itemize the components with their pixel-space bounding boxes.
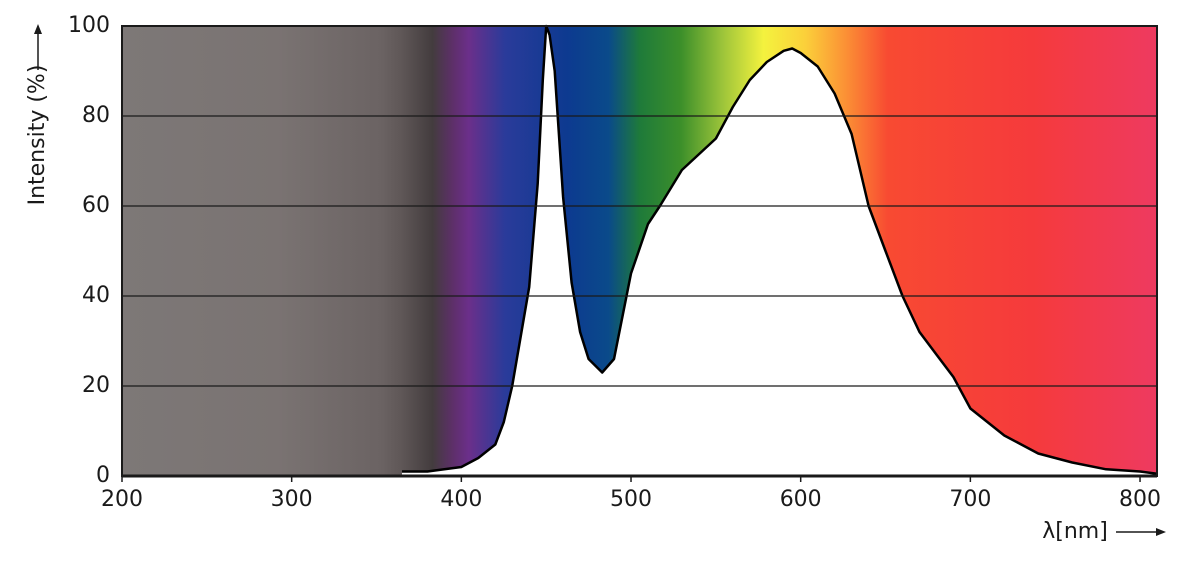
y-tick-label: 0 xyxy=(96,463,110,488)
y-tick-label: 100 xyxy=(68,13,110,38)
y-tick-label: 60 xyxy=(82,193,110,218)
x-tick-label: 500 xyxy=(610,487,652,512)
y-tick-label: 40 xyxy=(82,283,110,308)
x-tick-label: 300 xyxy=(271,487,313,512)
x-tick-label: 800 xyxy=(1119,487,1161,512)
x-tick-label: 400 xyxy=(440,487,482,512)
plot xyxy=(401,24,1158,476)
y-tick-label: 80 xyxy=(82,103,110,128)
x-tick-label: 600 xyxy=(780,487,822,512)
area-fill xyxy=(401,26,1158,476)
y-tick-label: 20 xyxy=(82,373,110,398)
x-tick-label: 700 xyxy=(949,487,991,512)
area-line xyxy=(402,24,1158,476)
x-axis-arrowhead xyxy=(1156,528,1166,536)
y-axis-title: Intensity (%) xyxy=(25,65,50,206)
x-axis-title: λ[nm] xyxy=(1042,519,1108,544)
y-axis-arrowhead xyxy=(34,24,42,34)
x-tick-label: 200 xyxy=(101,487,143,512)
